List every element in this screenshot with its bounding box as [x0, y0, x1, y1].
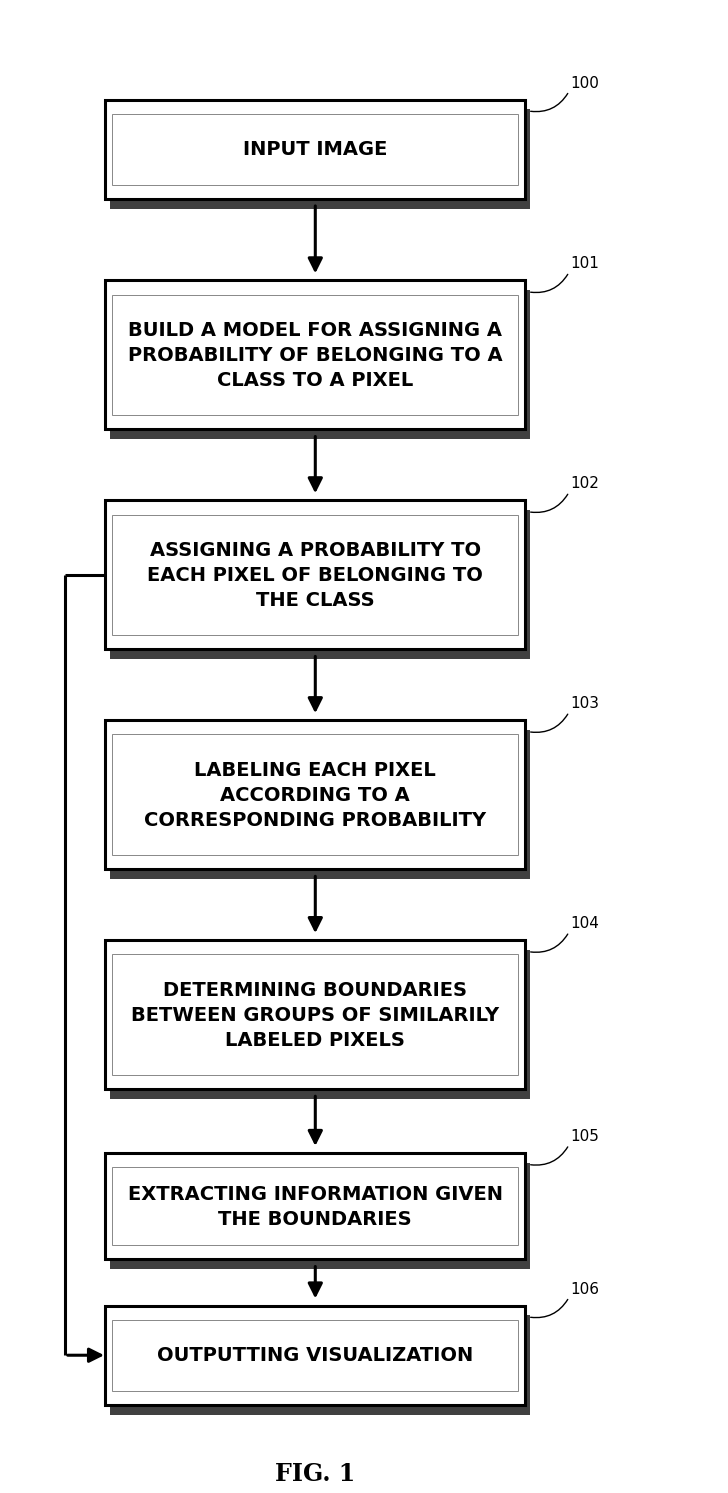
Bar	[106, 721, 525, 869]
Text: INPUT IMAGE: INPUT IMAGE	[243, 140, 387, 160]
Text: 105: 105	[570, 1129, 598, 1144]
Text: FIG. 1: FIG. 1	[275, 1462, 355, 1486]
Bar	[111, 730, 530, 879]
Bar	[111, 110, 530, 209]
Bar	[106, 1305, 525, 1405]
Bar	[112, 735, 518, 855]
Bar	[111, 511, 530, 660]
Text: 102: 102	[570, 476, 598, 491]
Text: 100: 100	[570, 76, 598, 91]
Text: LABELING EACH PIXEL
ACCORDING TO A
CORRESPONDING PROBABILITY: LABELING EACH PIXEL ACCORDING TO A CORRE…	[144, 760, 486, 830]
Bar	[112, 113, 518, 185]
Text: 104: 104	[570, 915, 598, 930]
Text: EXTRACTING INFORMATION GIVEN
THE BOUNDARIES: EXTRACTING INFORMATION GIVEN THE BOUNDAR…	[127, 1184, 502, 1229]
Bar	[112, 1168, 518, 1245]
Bar	[111, 951, 530, 1099]
Bar	[112, 296, 518, 415]
Bar	[106, 1153, 525, 1260]
Bar	[111, 1163, 530, 1269]
Bar	[106, 100, 525, 199]
Text: 101: 101	[570, 257, 598, 272]
Bar	[112, 515, 518, 636]
Text: BUILD A MODEL FOR ASSIGNING A
PROBABILITY OF BELONGING TO A
CLASS TO A PIXEL: BUILD A MODEL FOR ASSIGNING A PROBABILIT…	[128, 321, 502, 390]
Bar	[111, 291, 530, 440]
Text: ASSIGNING A PROBABILITY TO
EACH PIXEL OF BELONGING TO
THE CLASS: ASSIGNING A PROBABILITY TO EACH PIXEL OF…	[147, 540, 483, 609]
Bar	[106, 500, 525, 649]
Bar	[106, 941, 525, 1090]
Text: 103: 103	[569, 696, 598, 711]
Bar	[112, 1320, 518, 1391]
Text: 106: 106	[569, 1281, 598, 1296]
Bar	[112, 954, 518, 1075]
Bar	[106, 281, 525, 430]
Text: DETERMINING BOUNDARIES
BETWEEN GROUPS OF SIMILARILY
LABELED PIXELS: DETERMINING BOUNDARIES BETWEEN GROUPS OF…	[131, 981, 499, 1050]
Text: OUTPUTTING VISUALIZATION: OUTPUTTING VISUALIZATION	[157, 1345, 473, 1365]
Bar	[111, 1315, 530, 1415]
